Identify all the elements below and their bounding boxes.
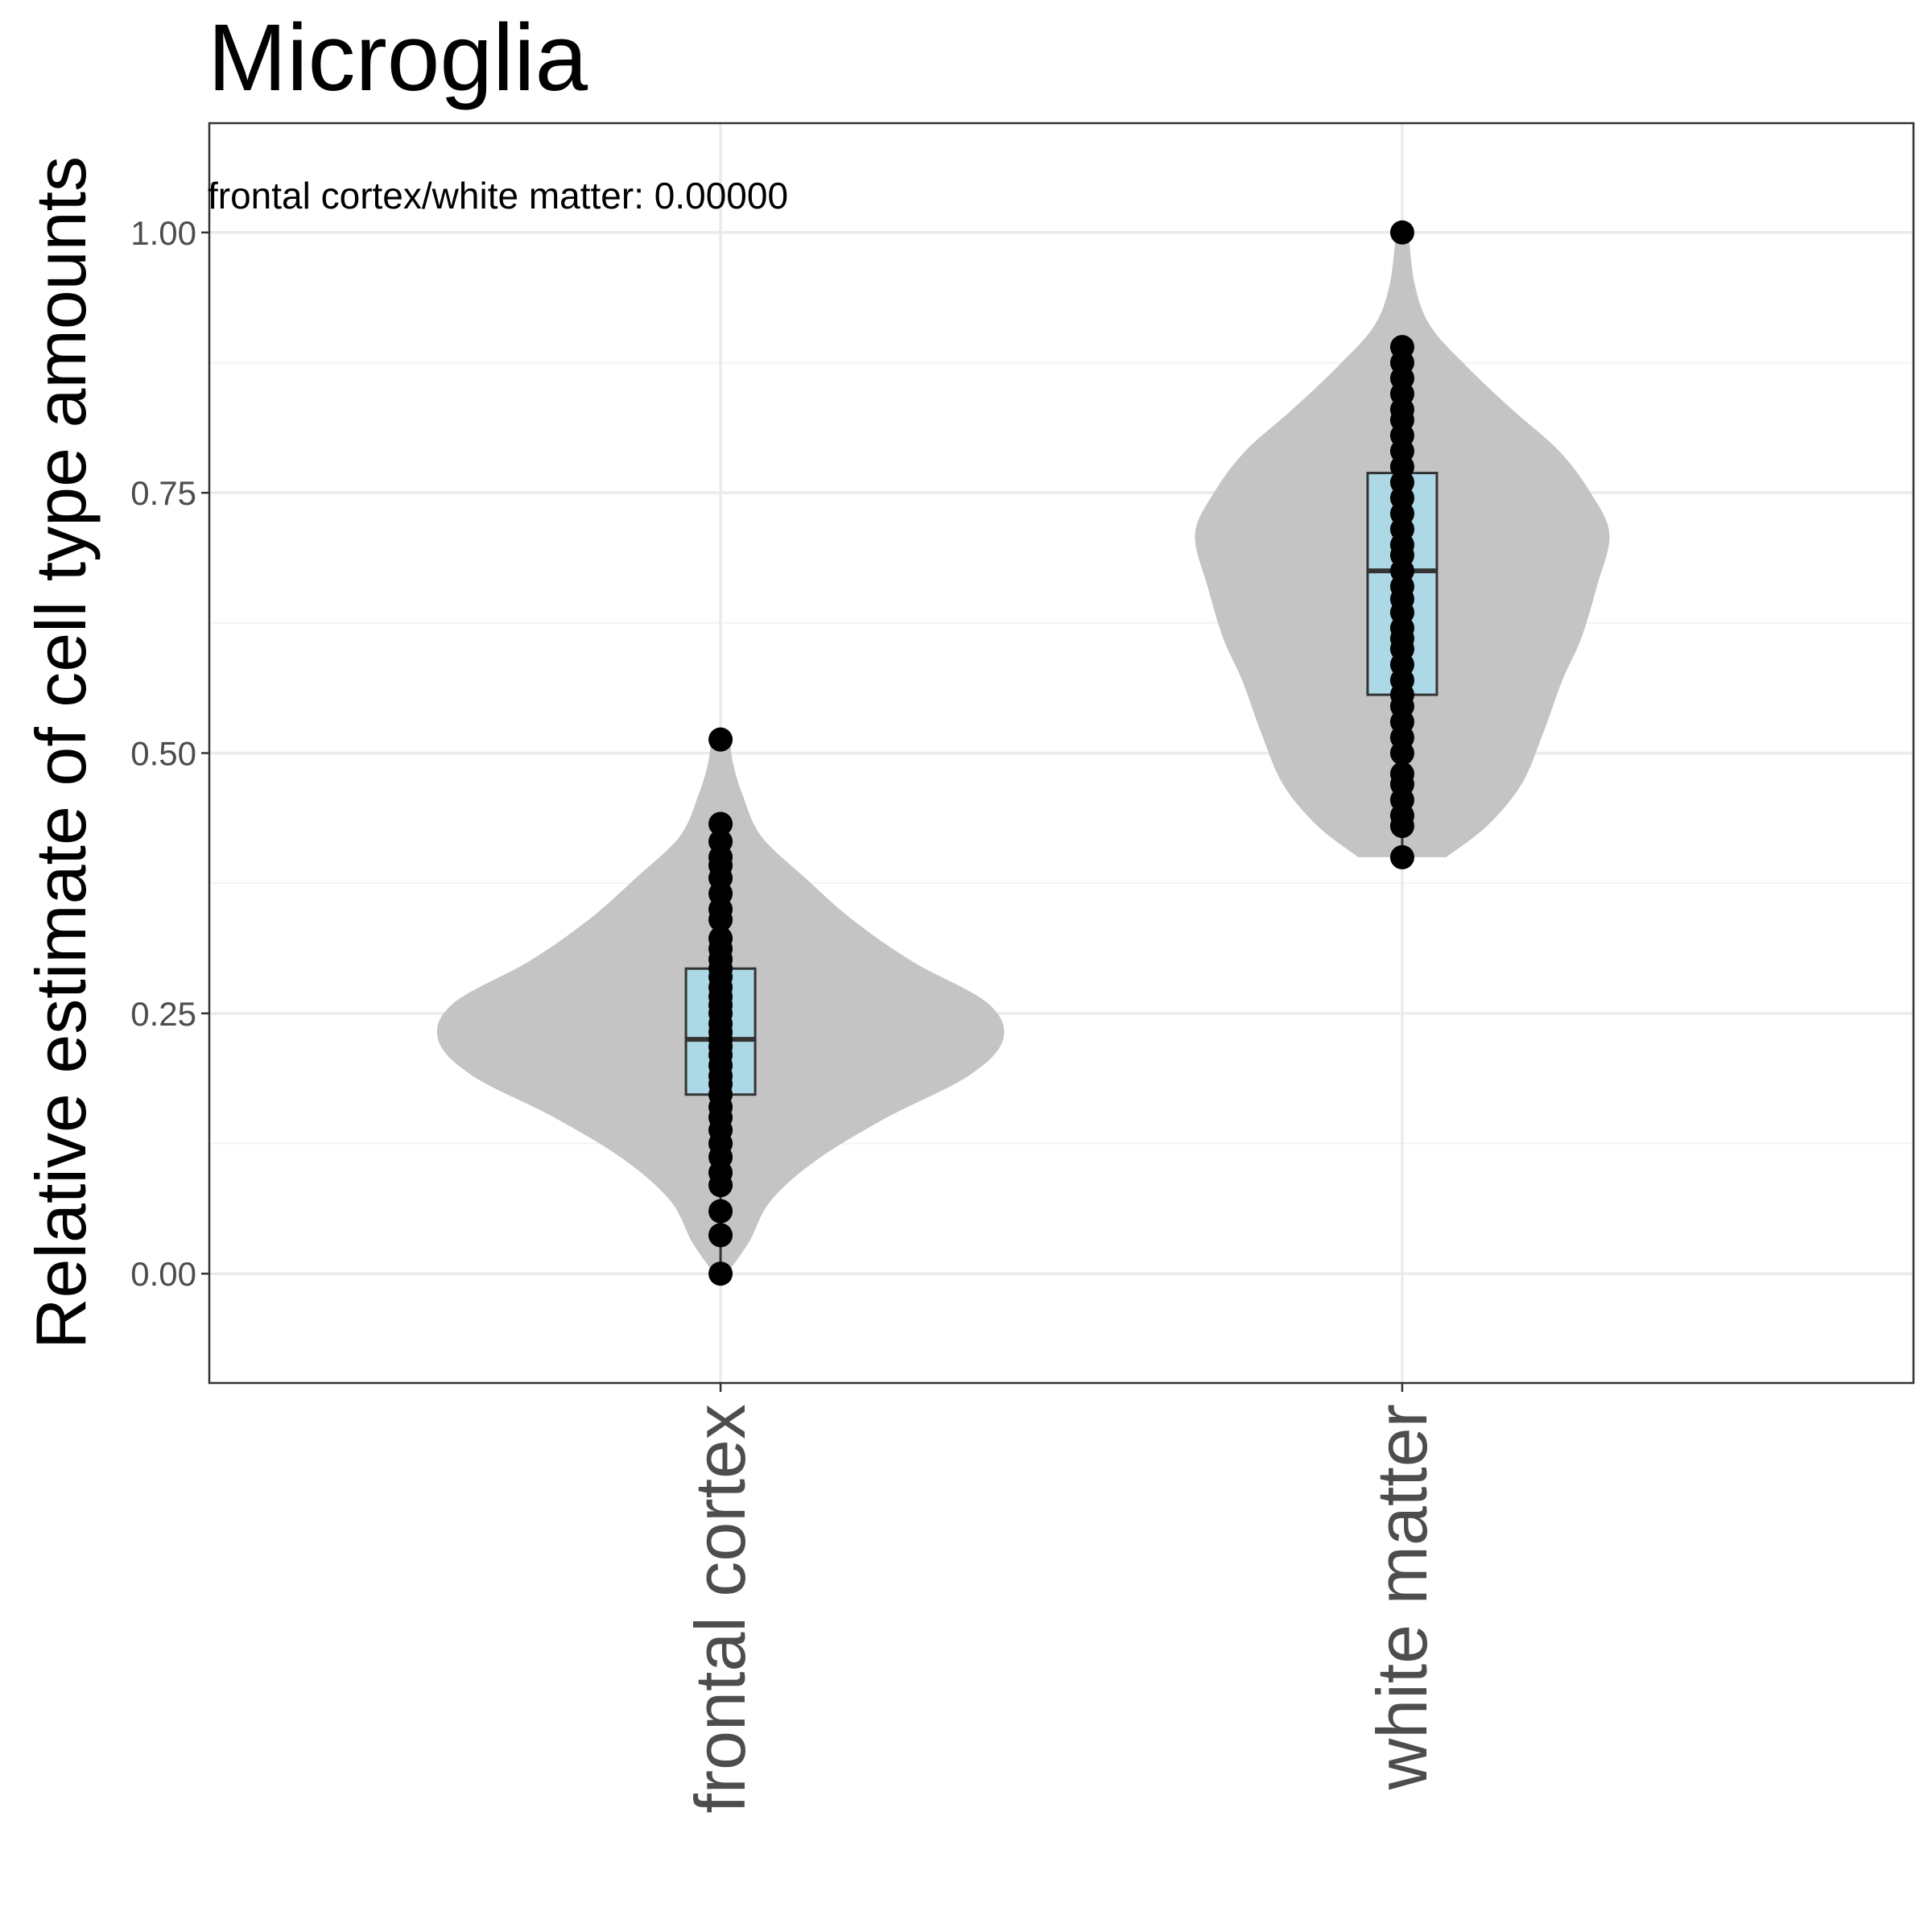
y-tick-label: 1.00 [130, 214, 196, 252]
data-point [708, 1199, 733, 1224]
x-axis: frontal cortex white matter [680, 1383, 1442, 1814]
data-point [1389, 844, 1414, 869]
data-points [708, 220, 1414, 1286]
y-axis: 0.00 0.25 0.50 0.75 1.00 [130, 214, 209, 1293]
chart-title: Microglia [208, 5, 588, 111]
x-tick-label: frontal cortex [680, 1404, 760, 1814]
data-point [708, 727, 733, 752]
data-point [708, 1223, 733, 1248]
y-tick-label: 0.50 [130, 735, 196, 773]
y-tick-label: 0.00 [130, 1255, 196, 1293]
y-tick-label: 0.25 [130, 995, 196, 1033]
y-axis-label: Relative estimate of cell type amounts [21, 156, 101, 1349]
data-point [708, 926, 733, 951]
y-tick-label: 0.75 [130, 474, 196, 512]
data-point [708, 1261, 733, 1286]
data-point [708, 829, 733, 854]
data-point [1389, 335, 1414, 360]
data-point [1389, 762, 1414, 786]
data-point [1389, 220, 1414, 245]
comparison-annotation: frontal cortex/white matter: 0.00000 [208, 175, 788, 217]
x-tick-label: white matter [1362, 1404, 1442, 1790]
data-point [708, 811, 733, 836]
